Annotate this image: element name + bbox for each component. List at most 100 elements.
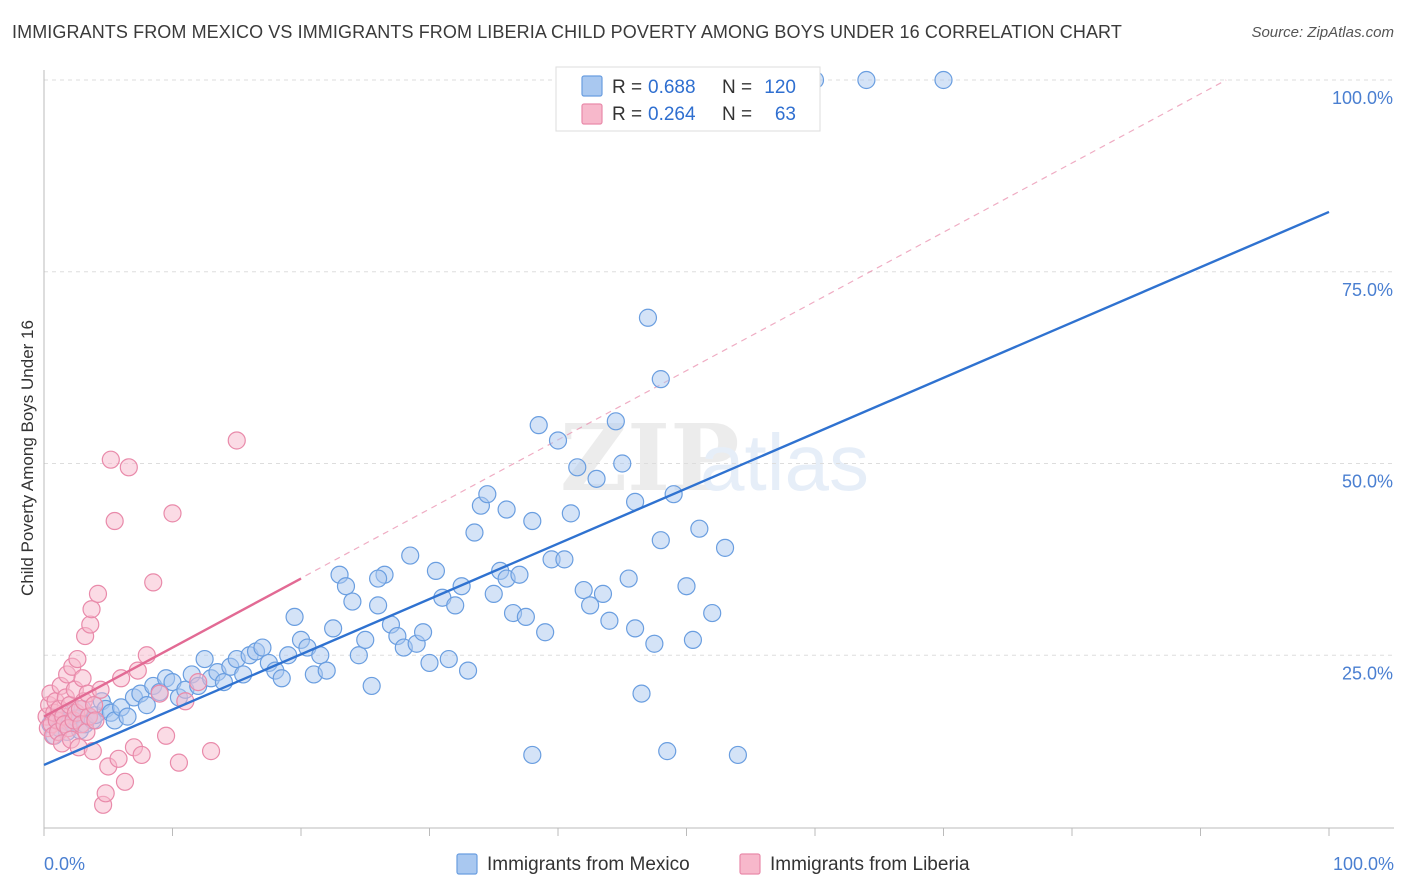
mexico-point (561, 504, 580, 523)
liberia-point (227, 431, 246, 450)
liberia-point (73, 669, 92, 688)
mexico-point (625, 619, 645, 638)
mexico-point (587, 469, 606, 488)
mexico-point (401, 546, 420, 565)
mexico-point (516, 607, 535, 627)
mexico-point (703, 603, 722, 623)
series-legend: Immigrants from Mexico Immigrants from L… (456, 853, 970, 875)
liberia-point (85, 696, 104, 715)
liberia-point (189, 672, 208, 692)
watermark-atlas: atlas (700, 418, 869, 507)
liberia-point (144, 573, 163, 592)
liberia-legend-swatch (581, 103, 603, 125)
gridlines (44, 79, 1394, 656)
liberia-r-label: R = (612, 104, 642, 125)
mexico-r-label: R = (612, 77, 642, 98)
mexico-point (638, 308, 658, 327)
mexico-point (536, 623, 555, 642)
mexico-point (465, 523, 484, 542)
liberia-point (201, 742, 221, 761)
liberia-point (86, 711, 105, 730)
liberia-n-label: N = (722, 104, 752, 125)
mexico-point (574, 580, 593, 600)
mexico-point (484, 584, 503, 603)
mexico-point (548, 431, 568, 450)
mexico-point (362, 676, 381, 696)
mexico-point (632, 684, 651, 703)
mexico-point (253, 638, 272, 657)
mexico-point (497, 500, 516, 519)
liberia-point (150, 684, 169, 703)
x-tick-label-max: 100.0% (1333, 854, 1394, 874)
mexico-point (458, 661, 478, 680)
mexico-point (606, 412, 625, 431)
mexico-point (690, 519, 709, 538)
mexico-point (369, 596, 388, 615)
mexico-point (645, 634, 664, 653)
x-ticks (43, 828, 1330, 836)
mexico-point (510, 565, 529, 584)
liberia-series-label: Immigrants from Liberia (770, 854, 970, 875)
mexico-point (581, 596, 600, 615)
mexico-point (728, 745, 748, 765)
liberia-r-value: 0.264 (648, 104, 696, 125)
liberia-point (169, 753, 189, 772)
liberia-point (88, 584, 108, 603)
y-tick-label: 25.0% (1342, 663, 1393, 683)
chart-title: IMMIGRANTS FROM MEXICO VS IMMIGRANTS FRO… (12, 22, 1122, 42)
mexico-point (523, 511, 542, 531)
mexico-point (369, 569, 388, 588)
mexico-point (343, 592, 362, 611)
y-tick-label: 75.0% (1342, 280, 1393, 300)
x-tick-label-min: 0.0% (44, 854, 85, 874)
mexico-trend-line (43, 210, 1330, 767)
mexico-point (336, 577, 356, 596)
mexico-point (715, 538, 735, 557)
mexico-point (658, 742, 677, 761)
mexico-series-label: Immigrants from Mexico (487, 854, 690, 875)
liberia-points (37, 431, 246, 814)
mexico-point (349, 646, 368, 665)
mexico-point (446, 596, 465, 615)
mexico-point (600, 611, 619, 630)
mexico-point (285, 607, 304, 627)
mexico-point (651, 370, 670, 389)
mexico-n-label: N = (722, 77, 752, 98)
mexico-point (195, 649, 214, 669)
mexico-n-value: 120 (764, 77, 796, 98)
mexico-point (439, 649, 458, 669)
mexico-point (426, 561, 446, 580)
source-label: Source: ZipAtlas.com (1251, 24, 1394, 41)
liberia-point (81, 615, 100, 634)
mexico-point (568, 458, 587, 477)
stats-legend: R = 0.688 N = 120 R = 0.264 N = 63 (555, 66, 821, 132)
mexico-point (677, 577, 696, 596)
mexico-r-value: 0.688 (648, 77, 696, 98)
mexico-point (413, 623, 433, 642)
liberia-series-swatch (739, 853, 761, 875)
mexico-point (529, 416, 548, 435)
mexico-legend-swatch (581, 75, 603, 97)
mexico-point (118, 707, 137, 726)
mexico-point (478, 485, 497, 504)
mexico-point (619, 569, 638, 588)
y-tick-labels: 25.0% 50.0% 75.0% 100.0% (1332, 88, 1393, 683)
liberia-trend-line (43, 577, 302, 718)
y-axis-title: Child Poverty Among Boys Under 16 (18, 320, 37, 596)
liberia-point (101, 450, 120, 469)
mexico-point (324, 619, 343, 638)
mexico-point (137, 696, 156, 715)
mexico-point (683, 630, 703, 650)
mexico-point (651, 531, 670, 550)
mexico-series-swatch (456, 853, 478, 875)
liberia-point (109, 749, 128, 768)
mexico-point (857, 70, 876, 90)
mexico-point (420, 653, 439, 673)
liberia-point (105, 511, 124, 531)
mexico-point (555, 550, 574, 569)
mexico-point (523, 745, 542, 765)
y-tick-label: 50.0% (1342, 472, 1393, 492)
watermark: ZIP atlas (560, 404, 869, 512)
liberia-n-value: 63 (775, 104, 796, 125)
